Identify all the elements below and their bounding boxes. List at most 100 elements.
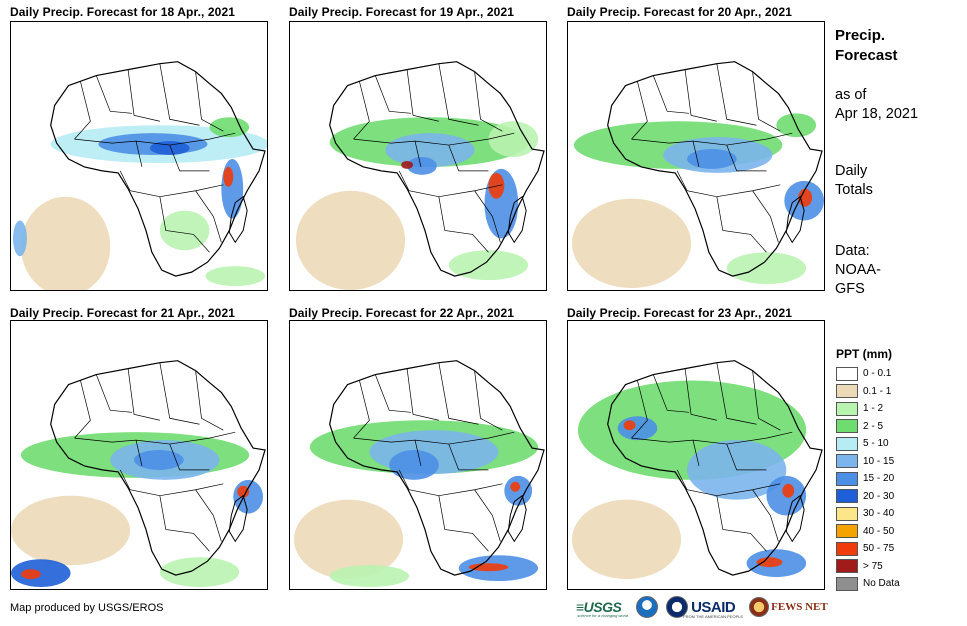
country-border (353, 431, 515, 445)
precip-map-svg (290, 22, 546, 290)
country-border (438, 495, 489, 552)
precip-area (448, 250, 529, 281)
legend-swatch (836, 436, 858, 451)
madagascar-coastline (228, 195, 248, 244)
country-border (135, 440, 143, 466)
precip-area (12, 220, 27, 257)
precip-area (11, 495, 131, 566)
fews-net-wordmark: FEWS NET (771, 601, 828, 613)
africa-coastline (607, 360, 823, 576)
precip-area (237, 485, 250, 498)
legend-swatch (836, 401, 858, 416)
country-border (474, 71, 503, 132)
country-border (438, 196, 489, 253)
country-border (448, 144, 489, 172)
country-border (716, 196, 767, 253)
legend-label: 2 - 5 (863, 420, 884, 432)
country-border (406, 69, 439, 122)
country-border (684, 368, 717, 421)
forecast-map-3 (567, 21, 825, 291)
precip-area (782, 483, 795, 498)
legend-label: 40 - 50 (863, 525, 895, 537)
country-border (438, 362, 479, 425)
daily-totals-line1: Daily (835, 163, 868, 179)
africa-coastline (607, 61, 823, 277)
legend-swatch (836, 419, 858, 434)
country-border (716, 362, 757, 425)
legend-swatch (836, 524, 858, 539)
country-border (653, 75, 690, 114)
map-credit: Map produced by USGS/EROS (10, 602, 164, 614)
precip-area (389, 450, 439, 480)
forecast-map-6 (567, 320, 825, 590)
country-border (353, 132, 515, 146)
country-border (353, 81, 370, 140)
country-border (752, 370, 781, 431)
country-border (353, 380, 370, 439)
country-border (74, 431, 236, 445)
legend-item: 15 - 20 (836, 470, 900, 488)
precip-area (295, 190, 406, 290)
panel-title-3: Daily Precip. Forecast for 20 Apr., 2021 (567, 5, 792, 19)
legend-item: 40 - 50 (836, 523, 900, 541)
panel-title-2: Daily Precip. Forecast for 19 Apr., 2021 (289, 5, 514, 19)
country-border (127, 368, 160, 421)
panel-title-4: Daily Precip. Forecast for 21 Apr., 2021 (10, 306, 235, 320)
country-border (195, 71, 224, 132)
country-border (474, 489, 501, 542)
precip-area (756, 557, 783, 568)
precip-map-svg (11, 321, 267, 589)
country-border (448, 443, 489, 471)
precip-map-svg (568, 22, 824, 290)
country-border (692, 141, 700, 167)
precip-area (209, 117, 250, 138)
daily-totals-line2: Totals (835, 182, 873, 198)
country-border (96, 374, 133, 413)
legend-swatch (836, 384, 858, 399)
legend-item: > 75 (836, 558, 900, 576)
forecast-map-1 (10, 21, 268, 291)
precip-area (623, 420, 636, 431)
country-border (692, 440, 700, 466)
precip-map-svg (11, 22, 267, 290)
product-title-line2: Forecast (835, 47, 898, 64)
legend-label: 10 - 15 (863, 455, 895, 467)
legend-swatch (836, 454, 858, 469)
legend-item: 5 - 10 (836, 435, 900, 453)
product-title-line1: Precip. (835, 27, 886, 44)
country-border (406, 368, 439, 421)
legend-swatch (836, 506, 858, 521)
legend-item: 1 - 2 (836, 400, 900, 418)
precip-area (98, 133, 208, 156)
africa-coastline (50, 61, 266, 277)
fews-net-icon (749, 597, 770, 617)
precip-area (205, 266, 266, 287)
country-border (74, 380, 91, 439)
country-border (631, 81, 648, 140)
panel-title-1: Daily Precip. Forecast for 18 Apr., 2021 (10, 5, 235, 19)
legend-label: 30 - 40 (863, 508, 895, 520)
madagascar-coastline (785, 494, 805, 543)
precip-area (329, 565, 410, 588)
country-border (169, 144, 210, 172)
precip-area (617, 416, 658, 441)
legend-swatch (836, 541, 858, 556)
madagascar-coastline (785, 195, 805, 244)
precip-area (159, 557, 240, 588)
legend-label: 15 - 20 (863, 473, 895, 485)
partner-logos: ≡USGS science for a changing world USAID… (576, 594, 828, 620)
precip-area (468, 563, 509, 572)
usaid-seal-icon (666, 596, 689, 618)
country-border (195, 370, 224, 431)
country-border (127, 69, 160, 122)
precip-area (407, 156, 437, 175)
precip-map-svg (568, 321, 824, 589)
panel-title-6: Daily Precip. Forecast for 23 Apr., 2021 (567, 306, 792, 320)
country-border (726, 443, 767, 471)
precip-area (134, 450, 184, 470)
data-source: Data: NOAA- GFS (835, 242, 881, 299)
country-border (169, 443, 210, 471)
usgs-tagline: science for a changing world (577, 612, 629, 618)
country-border (74, 132, 236, 146)
country-border (474, 370, 503, 431)
